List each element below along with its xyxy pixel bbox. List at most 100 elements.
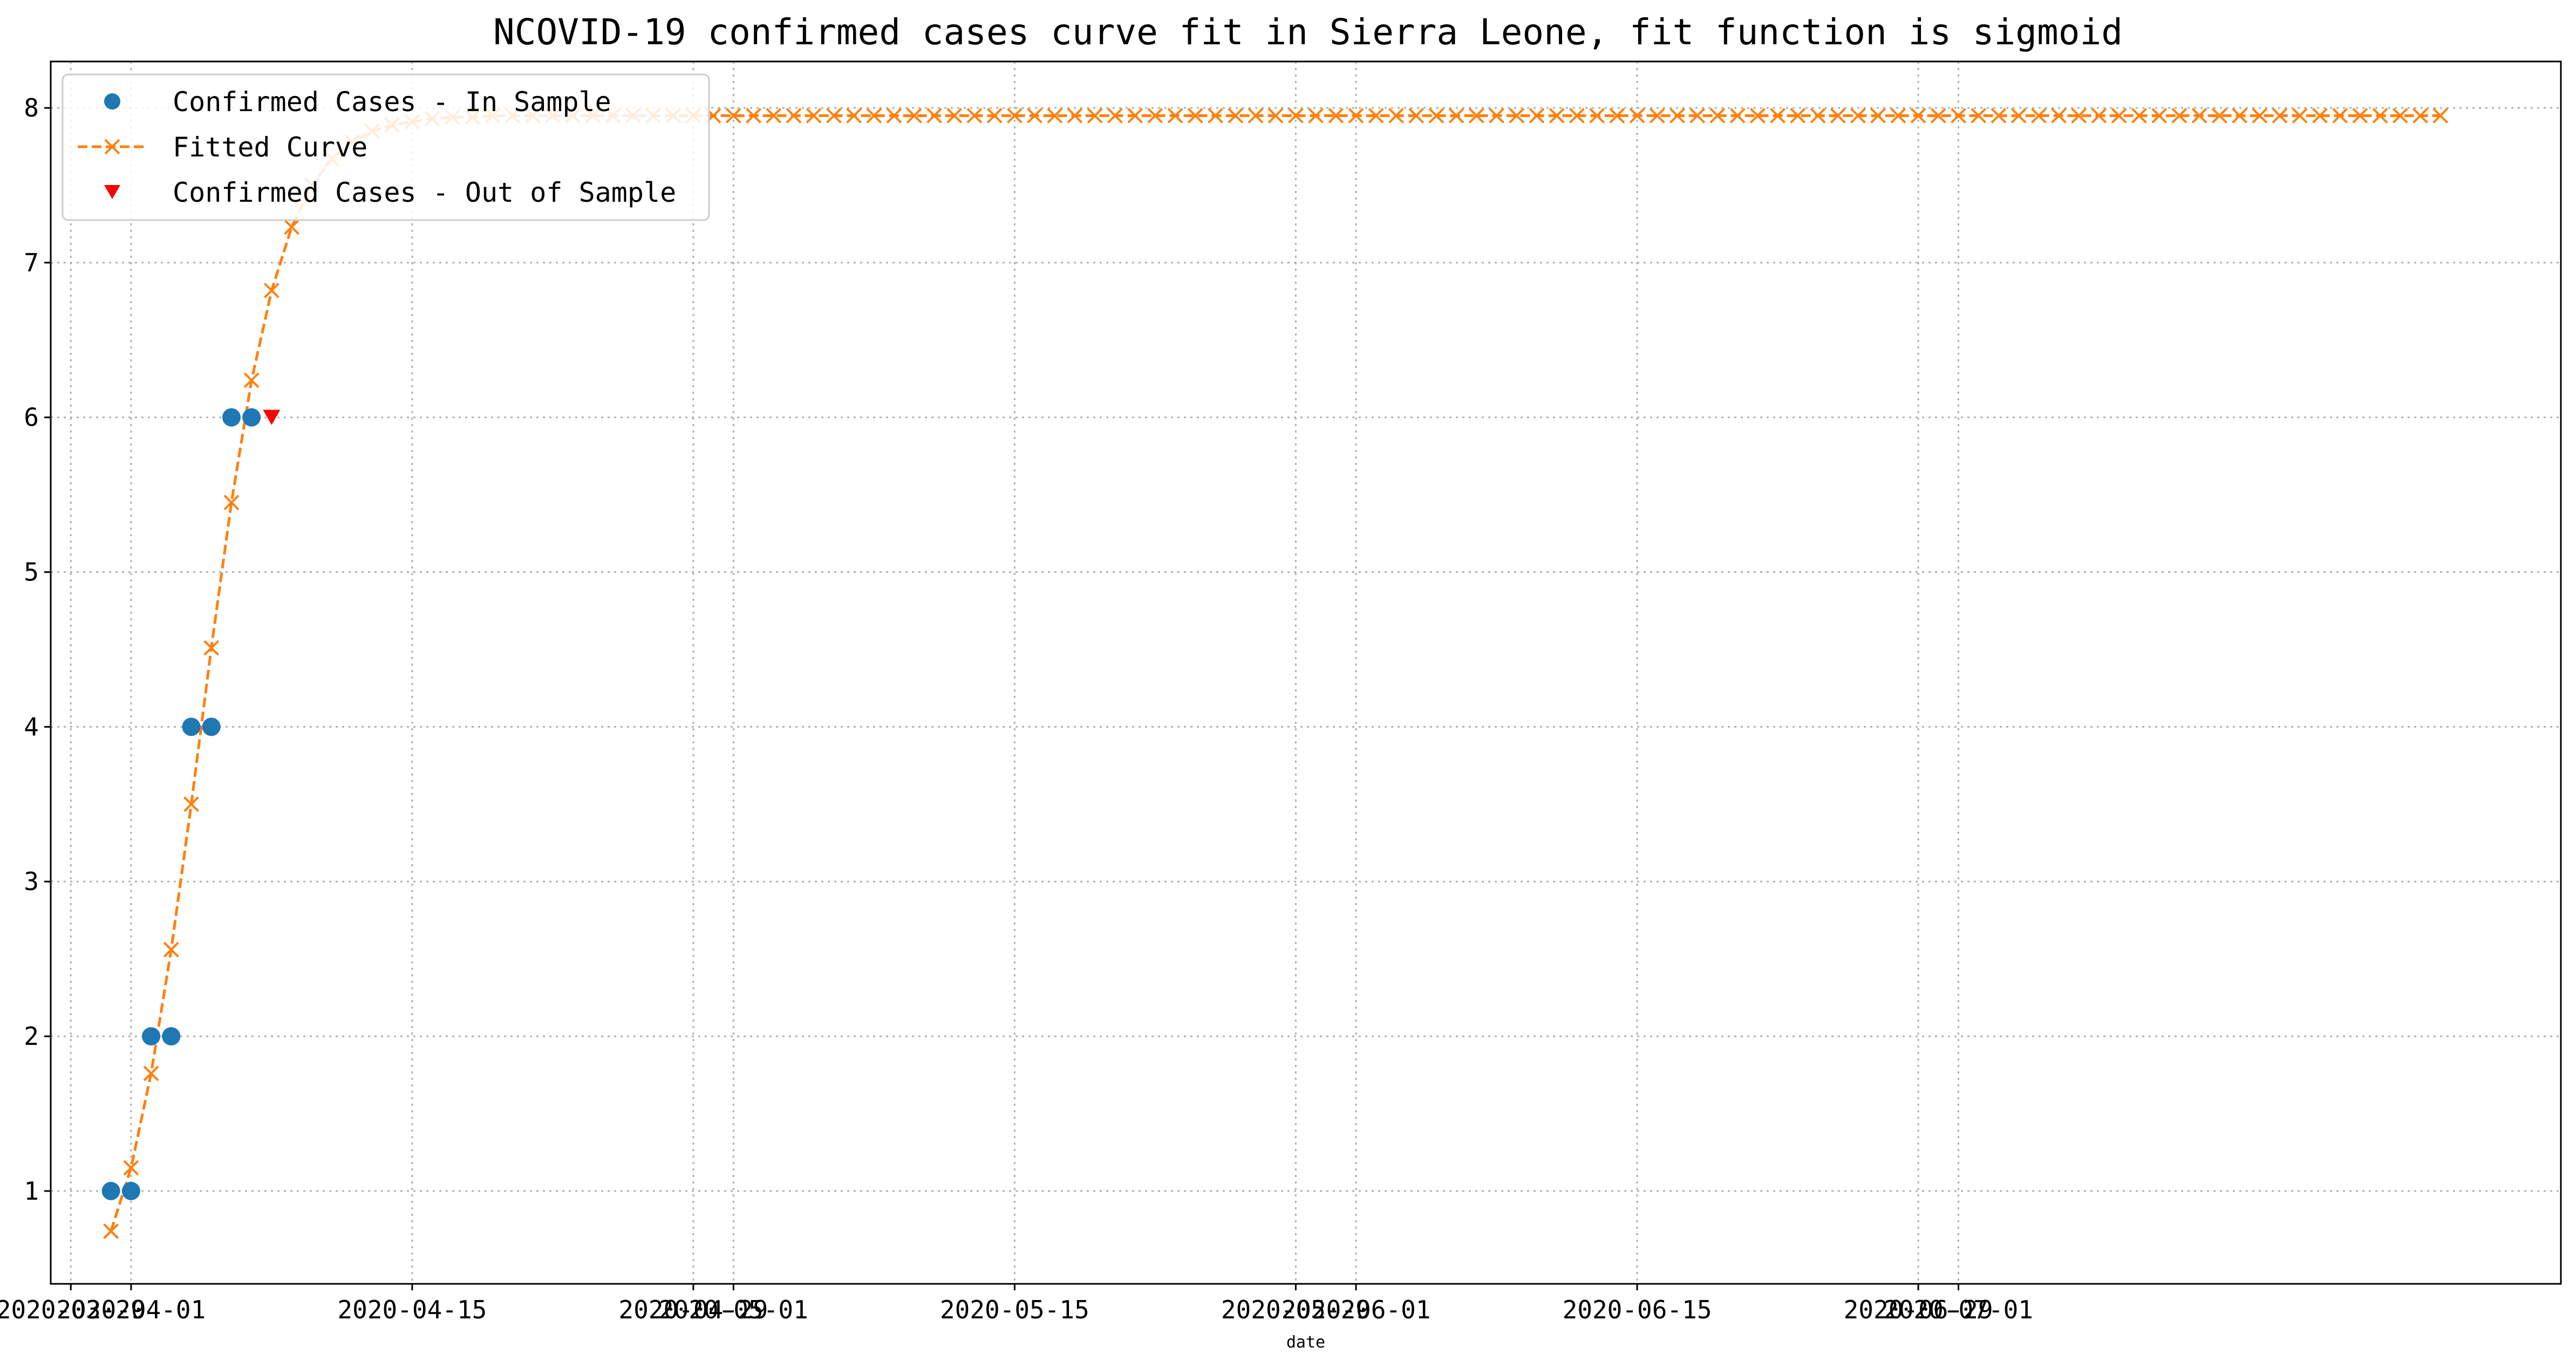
- fitted-curve-point: [2191, 107, 2207, 124]
- legend-label-fitted: Fitted Curve: [173, 132, 367, 163]
- fitted-curve-point: [223, 495, 240, 510]
- fitted-curve-point: [946, 107, 963, 124]
- fitted-curve-point: [1147, 107, 1163, 124]
- fitted-curve-point: [1027, 107, 1042, 124]
- fitted-curve-point: [1549, 107, 1565, 124]
- x-tick-label: 2020-05-15: [940, 1295, 1089, 1324]
- in-sample-point: [142, 1027, 161, 1046]
- fitted-curve-point: [2091, 107, 2107, 124]
- fitted-curve-point: [1910, 107, 1926, 124]
- fitted-curve-point: [1709, 107, 1726, 124]
- legend-label-in-sample: Confirmed Cases - In Sample: [173, 86, 611, 118]
- chart-title: NCOVID-19 confirmed cases curve fit in S…: [493, 11, 2123, 53]
- fitted-curve-point: [1267, 107, 1284, 124]
- x-axis-label: date: [1286, 1333, 1325, 1352]
- fitted-curve-point: [1107, 107, 1123, 124]
- fitted-curve-point: [1047, 107, 1063, 124]
- in-sample-point: [242, 408, 261, 427]
- fitted-curve-point: [1951, 107, 1966, 124]
- legend-marker-fitted: [104, 139, 120, 155]
- fitted-curve-point: [1930, 107, 1946, 124]
- y-tick-label: 1: [24, 1177, 39, 1206]
- y-tick-label: 8: [24, 93, 39, 122]
- fitted-curve-point: [1870, 107, 1886, 124]
- in-sample-point: [101, 1181, 120, 1200]
- legend: Confirmed Cases - In Sample Fitted Curve…: [62, 73, 710, 221]
- fitted-curve-point: [886, 107, 902, 124]
- fitted-curve-point: [163, 942, 179, 957]
- y-tick-label: 2: [24, 1022, 39, 1051]
- fitted-curve-point: [1689, 107, 1706, 124]
- fitted-curve-point: [2151, 107, 2168, 124]
- x-tick-label: 2020-06-01: [1282, 1295, 1431, 1324]
- fitted-curve-point: [1569, 107, 1585, 124]
- fitted-curve-point: [1509, 107, 1525, 124]
- fitted-curve-point: [1790, 107, 1806, 124]
- fitted-curve-point: [183, 796, 199, 812]
- fitted-curve-point: [2252, 107, 2268, 124]
- fitted-curve-point: [1749, 107, 1766, 124]
- fitted-curve-point: [2111, 107, 2127, 124]
- fitted-curve-point: [1368, 107, 1384, 124]
- fitted-curve-point: [966, 107, 983, 124]
- grid: [51, 61, 2561, 1284]
- x-tick-label: 2020-03-29: [0, 1295, 146, 1324]
- legend-marker-in-sample: [104, 93, 120, 110]
- fitted-curve-point: [2211, 107, 2227, 124]
- fitted-curve-point: [906, 107, 922, 124]
- fitted-curve-point: [1489, 107, 1504, 124]
- fitted-curve-point: [866, 107, 882, 124]
- x-tick-label: 2020-04-01: [56, 1295, 206, 1324]
- fitted-curve-point: [123, 1160, 139, 1176]
- fitted-curve-point: [2232, 107, 2247, 124]
- legend-box: [62, 73, 710, 221]
- fitted-curve-point: [2332, 107, 2348, 124]
- fitted-curve-point: [1228, 107, 1244, 124]
- fitted-curve-point: [1529, 107, 1545, 124]
- fitted-curve-point: [746, 107, 761, 124]
- fitted-curve-point: [2352, 107, 2368, 124]
- fitted-curve-point: [2372, 107, 2388, 124]
- fitted-curve-point: [1287, 107, 1304, 124]
- fitted-curve-point: [926, 107, 942, 124]
- fitted-curve-point: [1830, 107, 1846, 124]
- fitted-curve-point: [1649, 107, 1665, 124]
- fitted-curve-point: [1890, 107, 1906, 124]
- fitted-curve-point: [2071, 107, 2087, 124]
- y-tick-label: 4: [24, 712, 39, 741]
- fitted-curve-point: [1187, 107, 1203, 124]
- fitted-curve-point: [1248, 107, 1264, 124]
- fitted-curve-point: [143, 1065, 159, 1082]
- x-tick-label: 2020-04-15: [337, 1295, 487, 1324]
- fitted-curve-point: [2171, 107, 2187, 124]
- fitted-curve-point: [2051, 107, 2067, 124]
- fitted-curve-point: [1087, 107, 1103, 124]
- fitted-curve-point: [1208, 107, 1223, 124]
- fitted-curve-point: [2272, 107, 2288, 124]
- fitted-curve-point: [1729, 107, 1746, 124]
- x-tick-label: 2020-07-01: [1884, 1295, 2033, 1324]
- fitted-curve-point: [725, 107, 741, 124]
- fitted-curve-point: [2432, 107, 2449, 124]
- fitted-curve-point: [1609, 107, 1625, 124]
- fitted-curve-point: [1408, 107, 1425, 124]
- x-tick-label: 2020-06-15: [1563, 1295, 1712, 1324]
- fitted-curve-point: [786, 107, 802, 124]
- y-axis: 1 2 3 4 5 6 7 8: [24, 93, 51, 1206]
- legend-marker-out-of-sample: [104, 185, 120, 199]
- fitted-curve-point: [1167, 107, 1183, 124]
- fitted-curve-point: [1971, 107, 1987, 124]
- y-tick-label: 3: [24, 867, 39, 896]
- fitted-curve-point: [203, 640, 220, 656]
- plot-area-frame: [50, 60, 2562, 1285]
- fitted-curve-point: [1589, 107, 1605, 124]
- in-sample-point: [182, 717, 201, 736]
- fitted-curve-point: [1810, 107, 1826, 124]
- fitted-curve-point: [263, 283, 280, 298]
- fitted-curve-point: [1127, 107, 1143, 124]
- y-tick-label: 7: [24, 248, 39, 277]
- legend-label-out-of-sample: Confirmed Cases - Out of Sample: [173, 177, 676, 208]
- fitted-curve-point: [2392, 107, 2408, 124]
